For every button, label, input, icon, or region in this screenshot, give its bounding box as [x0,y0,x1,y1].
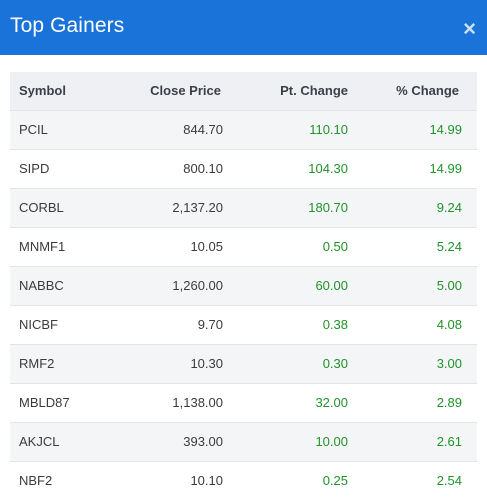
column-header-pt-change[interactable]: Pt. Change [280,83,348,99]
cell-pct-change: 5.24 [436,239,462,254]
cell-pct-change: 5.00 [436,278,462,293]
dialog-title: Top Gainers [10,13,125,37]
table-row[interactable]: NBF2 10.10 0.25 2.54 [10,461,477,500]
cell-pt-change: 0.50 [322,239,348,254]
cell-symbol[interactable]: NBF2 [19,473,53,489]
cell-pct-change: 4.08 [436,317,462,332]
cell-symbol[interactable]: NICBF [19,317,58,332]
table-row[interactable]: SIPD 800.10 104.30 14.99 [10,149,477,188]
cell-pct-change: 2.89 [436,395,462,410]
cell-close-price: 9.70 [197,317,223,332]
column-header-close-price[interactable]: Close Price [150,83,221,99]
cell-close-price: 800.10 [183,161,223,176]
cell-close-price: 10.10 [190,473,223,489]
cell-close-price: 2,137.20 [172,200,223,215]
cell-symbol[interactable]: MNMF1 [19,239,66,254]
cell-symbol[interactable]: SIPD [19,161,50,176]
cell-pt-change: 10.00 [315,434,348,449]
table-row[interactable]: MNMF1 10.05 0.50 5.24 [10,227,477,266]
cell-close-price: 393.00 [183,434,223,449]
table-row[interactable]: NICBF 9.70 0.38 4.08 [10,305,477,344]
cell-pct-change: 14.99 [429,161,462,176]
table-row[interactable]: RMF2 10.30 0.30 3.00 [10,344,477,383]
table-row[interactable]: CORBL 2,137.20 180.70 9.24 [10,188,477,227]
gainers-table: Symbol Close Price Pt. Change % Change P… [10,72,477,500]
cell-close-price: 1,138.00 [172,395,223,410]
column-header-symbol[interactable]: Symbol [19,83,66,99]
table-row[interactable]: PCIL 844.70 110.10 14.99 [10,110,477,149]
table-body: PCIL 844.70 110.10 14.99 SIPD 800.10 104.30 14.… [10,110,477,500]
cell-symbol[interactable]: PCIL [19,122,48,137]
cell-pt-change: 0.30 [322,356,348,371]
cell-symbol[interactable]: NABBC [19,278,64,293]
cell-symbol[interactable]: AKJCL [19,434,60,449]
cell-close-price: 844.70 [183,122,223,137]
cell-symbol[interactable]: RMF2 [19,356,55,371]
cell-pt-change: 180.70 [308,200,348,215]
cell-pt-change: 104.30 [308,161,348,176]
cell-pt-change: 110.10 [309,122,348,137]
cell-symbol[interactable]: CORBL [19,200,64,215]
table-header-row: Symbol Close Price Pt. Change % Change [10,72,477,110]
cell-pct-change: 3.00 [436,356,462,371]
cell-symbol[interactable]: MBLD87 [19,395,70,410]
column-header-pct-change[interactable]: % Change [396,83,459,99]
dialog-body: Symbol Close Price Pt. Change % Change P… [0,55,487,500]
close-icon[interactable]: × [463,15,476,41]
cell-close-price: 1,260.00 [172,278,223,293]
cell-pct-change: 14.99 [429,122,462,137]
cell-close-price: 10.30 [190,356,223,371]
cell-pct-change: 2.61 [436,434,462,449]
dialog-header: Top Gainers × [0,0,487,55]
cell-pt-change: 0.38 [322,317,348,332]
cell-pct-change: 9.24 [436,200,462,215]
cell-pt-change: 60.00 [315,278,348,293]
cell-pt-change: 0.25 [322,473,348,489]
table-row[interactable]: MBLD87 1,138.00 32.00 2.89 [10,383,477,422]
cell-close-price: 10.05 [190,239,223,254]
cell-pct-change: 2.54 [436,473,462,489]
table-row[interactable]: NABBC 1,260.00 60.00 5.00 [10,266,477,305]
table-row[interactable]: AKJCL 393.00 10.00 2.61 [10,422,477,461]
cell-pt-change: 32.00 [315,395,348,410]
